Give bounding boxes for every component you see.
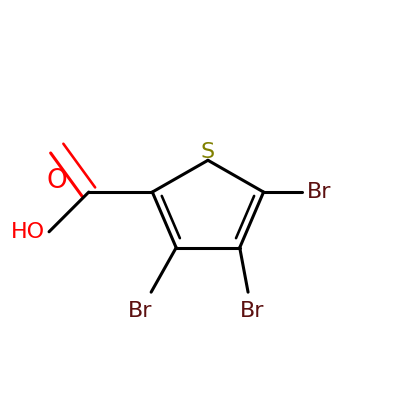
Text: Br: Br	[128, 301, 153, 321]
Text: Br: Br	[307, 182, 332, 202]
Text: S: S	[201, 142, 215, 162]
Text: Br: Br	[239, 301, 264, 321]
Text: HO: HO	[11, 222, 45, 242]
Text: O: O	[47, 168, 67, 194]
